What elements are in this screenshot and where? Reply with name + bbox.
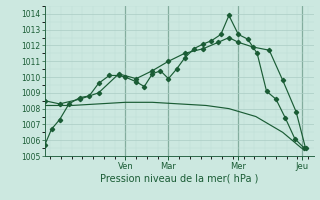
X-axis label: Pression niveau de la mer( hPa ): Pression niveau de la mer( hPa ) (100, 173, 258, 183)
